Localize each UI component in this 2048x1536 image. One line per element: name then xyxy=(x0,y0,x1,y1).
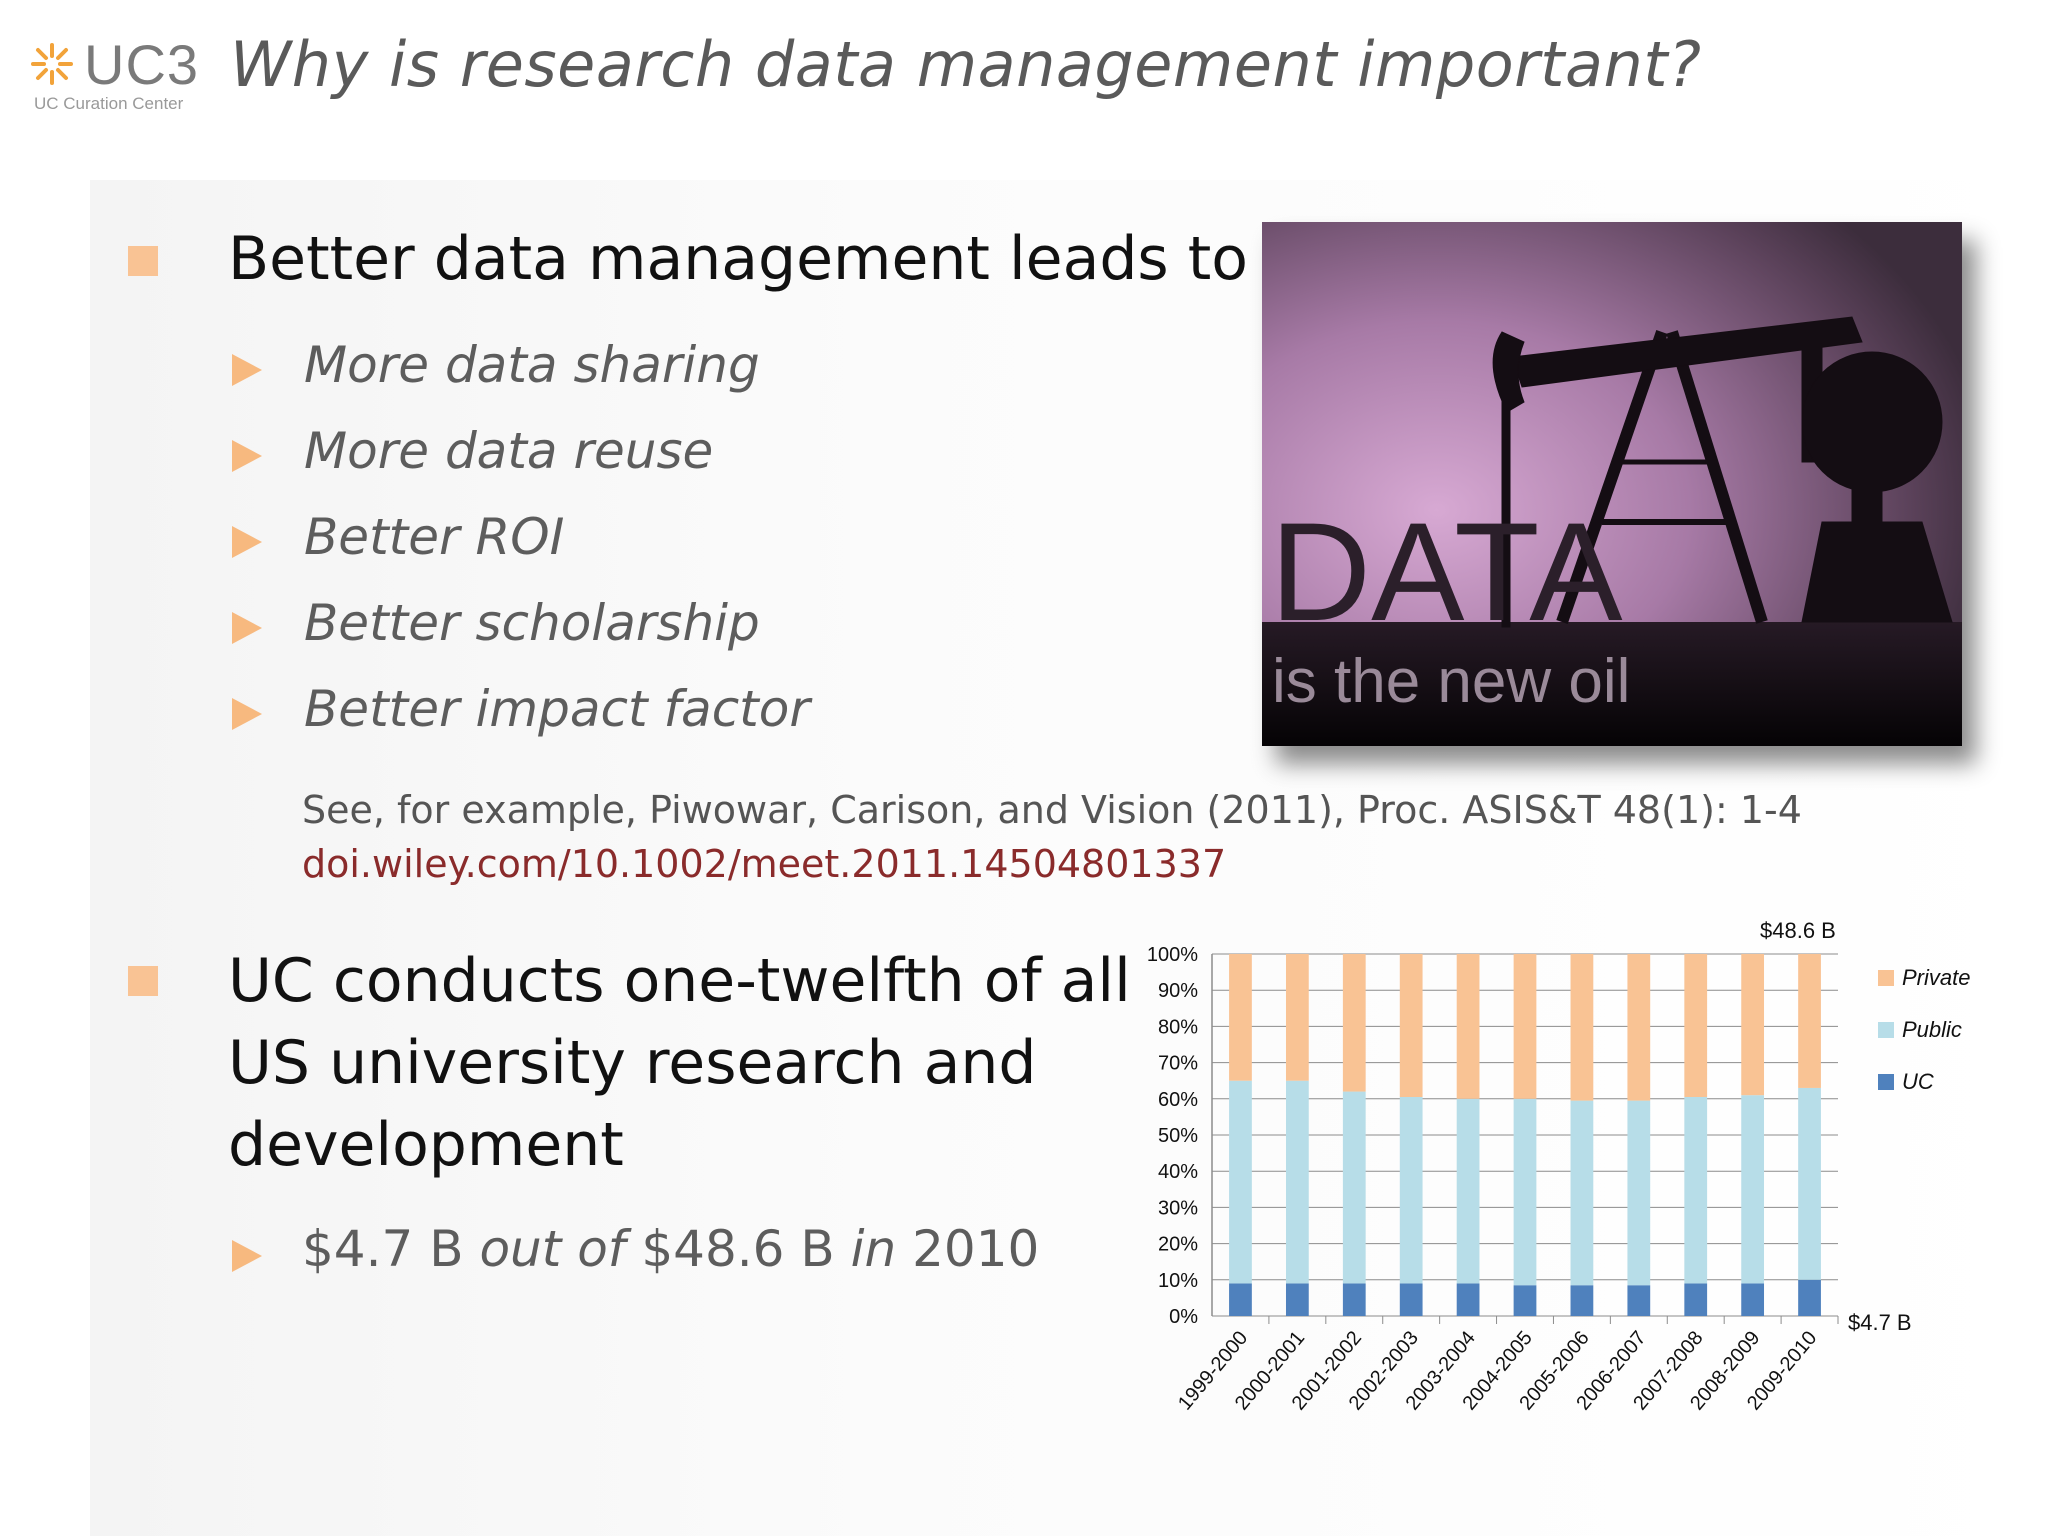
y-tick-label: 60% xyxy=(1158,1089,1198,1111)
triangle-bullet-icon xyxy=(232,440,262,472)
logo-wordmark: UC3 xyxy=(84,33,200,96)
bar-segment-uc xyxy=(1229,1283,1252,1316)
bar-segment-public xyxy=(1399,1096,1423,1284)
bar-segment-public xyxy=(1627,1100,1651,1286)
bar-segment-uc xyxy=(1570,1285,1594,1316)
bar-segment-private xyxy=(1342,954,1366,1092)
bar-segment-private xyxy=(1570,954,1594,1101)
bar-segment-public xyxy=(1570,1100,1594,1286)
y-tick-label: 20% xyxy=(1158,1234,1198,1256)
y-tick-label: 100% xyxy=(1147,944,1198,966)
logo-subtitle: UC Curation Center xyxy=(34,94,184,113)
doi-link[interactable]: doi.wiley.com/10.1002/meet.2011.14504801… xyxy=(302,842,1227,886)
bar-segment-private xyxy=(1627,954,1651,1101)
bar-segment-private xyxy=(1684,954,1708,1097)
bullet-heading-uc-line-3: development xyxy=(228,1110,624,1180)
bar-segment-private xyxy=(1456,954,1480,1099)
triangle-bullet-icon xyxy=(232,698,262,730)
bar-segment-uc xyxy=(1513,1285,1537,1316)
bar-segment-uc xyxy=(1285,1283,1309,1316)
bar-segment-public xyxy=(1456,1098,1480,1284)
bar-segment-private xyxy=(1285,954,1309,1081)
triangle-bullet-icon xyxy=(232,612,262,644)
triangle-bullet-icon xyxy=(232,1240,262,1272)
bar-segment-uc xyxy=(1456,1283,1480,1316)
bar-segment-public xyxy=(1798,1087,1821,1280)
oil-pump-silhouette-icon xyxy=(1492,316,1953,628)
legend-label-public: Public xyxy=(1902,1017,1962,1042)
bar-segment-uc xyxy=(1684,1283,1708,1316)
list-item: Better ROI xyxy=(304,508,565,566)
citation-text: See, for example, Piwowar, Carison, and … xyxy=(302,788,1802,832)
bar-segment-uc xyxy=(1627,1285,1651,1316)
legend-swatch-public xyxy=(1878,1022,1894,1038)
y-tick-label: 0% xyxy=(1169,1306,1198,1328)
funding-stat: $4.7 B out of $48.6 B in 2010 xyxy=(302,1220,1039,1278)
stat-total-amount: $48.6 B xyxy=(641,1220,835,1278)
y-tick-label: 90% xyxy=(1158,980,1198,1002)
triangle-bullet-icon xyxy=(232,526,262,558)
bar-segment-private xyxy=(1399,954,1423,1097)
bar-segment-public xyxy=(1741,1095,1765,1284)
legend-swatch-private xyxy=(1878,970,1894,986)
list-item: Better scholarship xyxy=(304,594,760,652)
stat-uc-amount: $4.7 B xyxy=(302,1220,464,1278)
y-tick-label: 40% xyxy=(1158,1161,1198,1183)
bar-segment-uc xyxy=(1399,1283,1423,1316)
bar-segment-uc xyxy=(1342,1283,1366,1316)
list-item: More data reuse xyxy=(304,422,714,480)
bar-segment-private xyxy=(1741,954,1765,1096)
bar-segment-public xyxy=(1513,1098,1537,1286)
bar-segment-public xyxy=(1342,1091,1366,1284)
bullet-heading-data-management: Better data management leads to … xyxy=(228,224,1328,294)
photo-caption: is the new oil xyxy=(1272,647,1630,716)
y-tick-label: 10% xyxy=(1158,1270,1198,1292)
square-bullet-icon xyxy=(128,246,158,276)
stat-connector-in: in xyxy=(850,1220,897,1278)
triangle-bullet-icon xyxy=(232,354,262,386)
list-item: Better impact factor xyxy=(304,680,810,738)
bar-segment-uc xyxy=(1741,1283,1765,1316)
slide-title: Why is research data management importan… xyxy=(230,28,1702,101)
legend-swatch-uc xyxy=(1878,1074,1894,1090)
stat-year: 2010 xyxy=(912,1220,1040,1278)
y-tick-label: 80% xyxy=(1158,1016,1198,1038)
annotation-uc: $4.7 B xyxy=(1848,1310,1912,1335)
sun-burst-icon xyxy=(31,43,73,85)
photo-big-word: DATA xyxy=(1270,493,1623,650)
bar-segment-public xyxy=(1684,1096,1708,1284)
bullet-heading-uc-line-1: UC conducts one-twelfth of all xyxy=(228,946,1131,1016)
bar-segment-public xyxy=(1229,1080,1252,1284)
research-funding-chart: 0%10%20%30%40%50%60%70%80%90%100%1999-20… xyxy=(1147,918,1971,1414)
y-tick-label: 70% xyxy=(1158,1053,1198,1075)
annotation-total: $48.6 B xyxy=(1760,918,1836,943)
y-tick-label: 50% xyxy=(1158,1125,1198,1147)
bullet-heading-uc-line-2: US university research and xyxy=(228,1028,1037,1098)
y-tick-label: 30% xyxy=(1158,1197,1198,1219)
legend-label-uc: UC xyxy=(1902,1069,1934,1094)
bar-segment-private xyxy=(1798,954,1821,1088)
bar-segment-private xyxy=(1229,954,1252,1081)
uc3-logo: UC3 UC Curation Center xyxy=(30,33,210,126)
bar-segment-private xyxy=(1513,954,1537,1099)
square-bullet-icon xyxy=(128,966,158,996)
legend-label-private: Private xyxy=(1902,965,1970,990)
bar-segment-uc xyxy=(1798,1279,1821,1316)
bar-segment-public xyxy=(1285,1080,1309,1284)
list-item: More data sharing xyxy=(304,336,760,394)
data-oil-photo: DATA is the new oil xyxy=(1262,222,1962,746)
stat-connector: out of xyxy=(479,1220,626,1278)
